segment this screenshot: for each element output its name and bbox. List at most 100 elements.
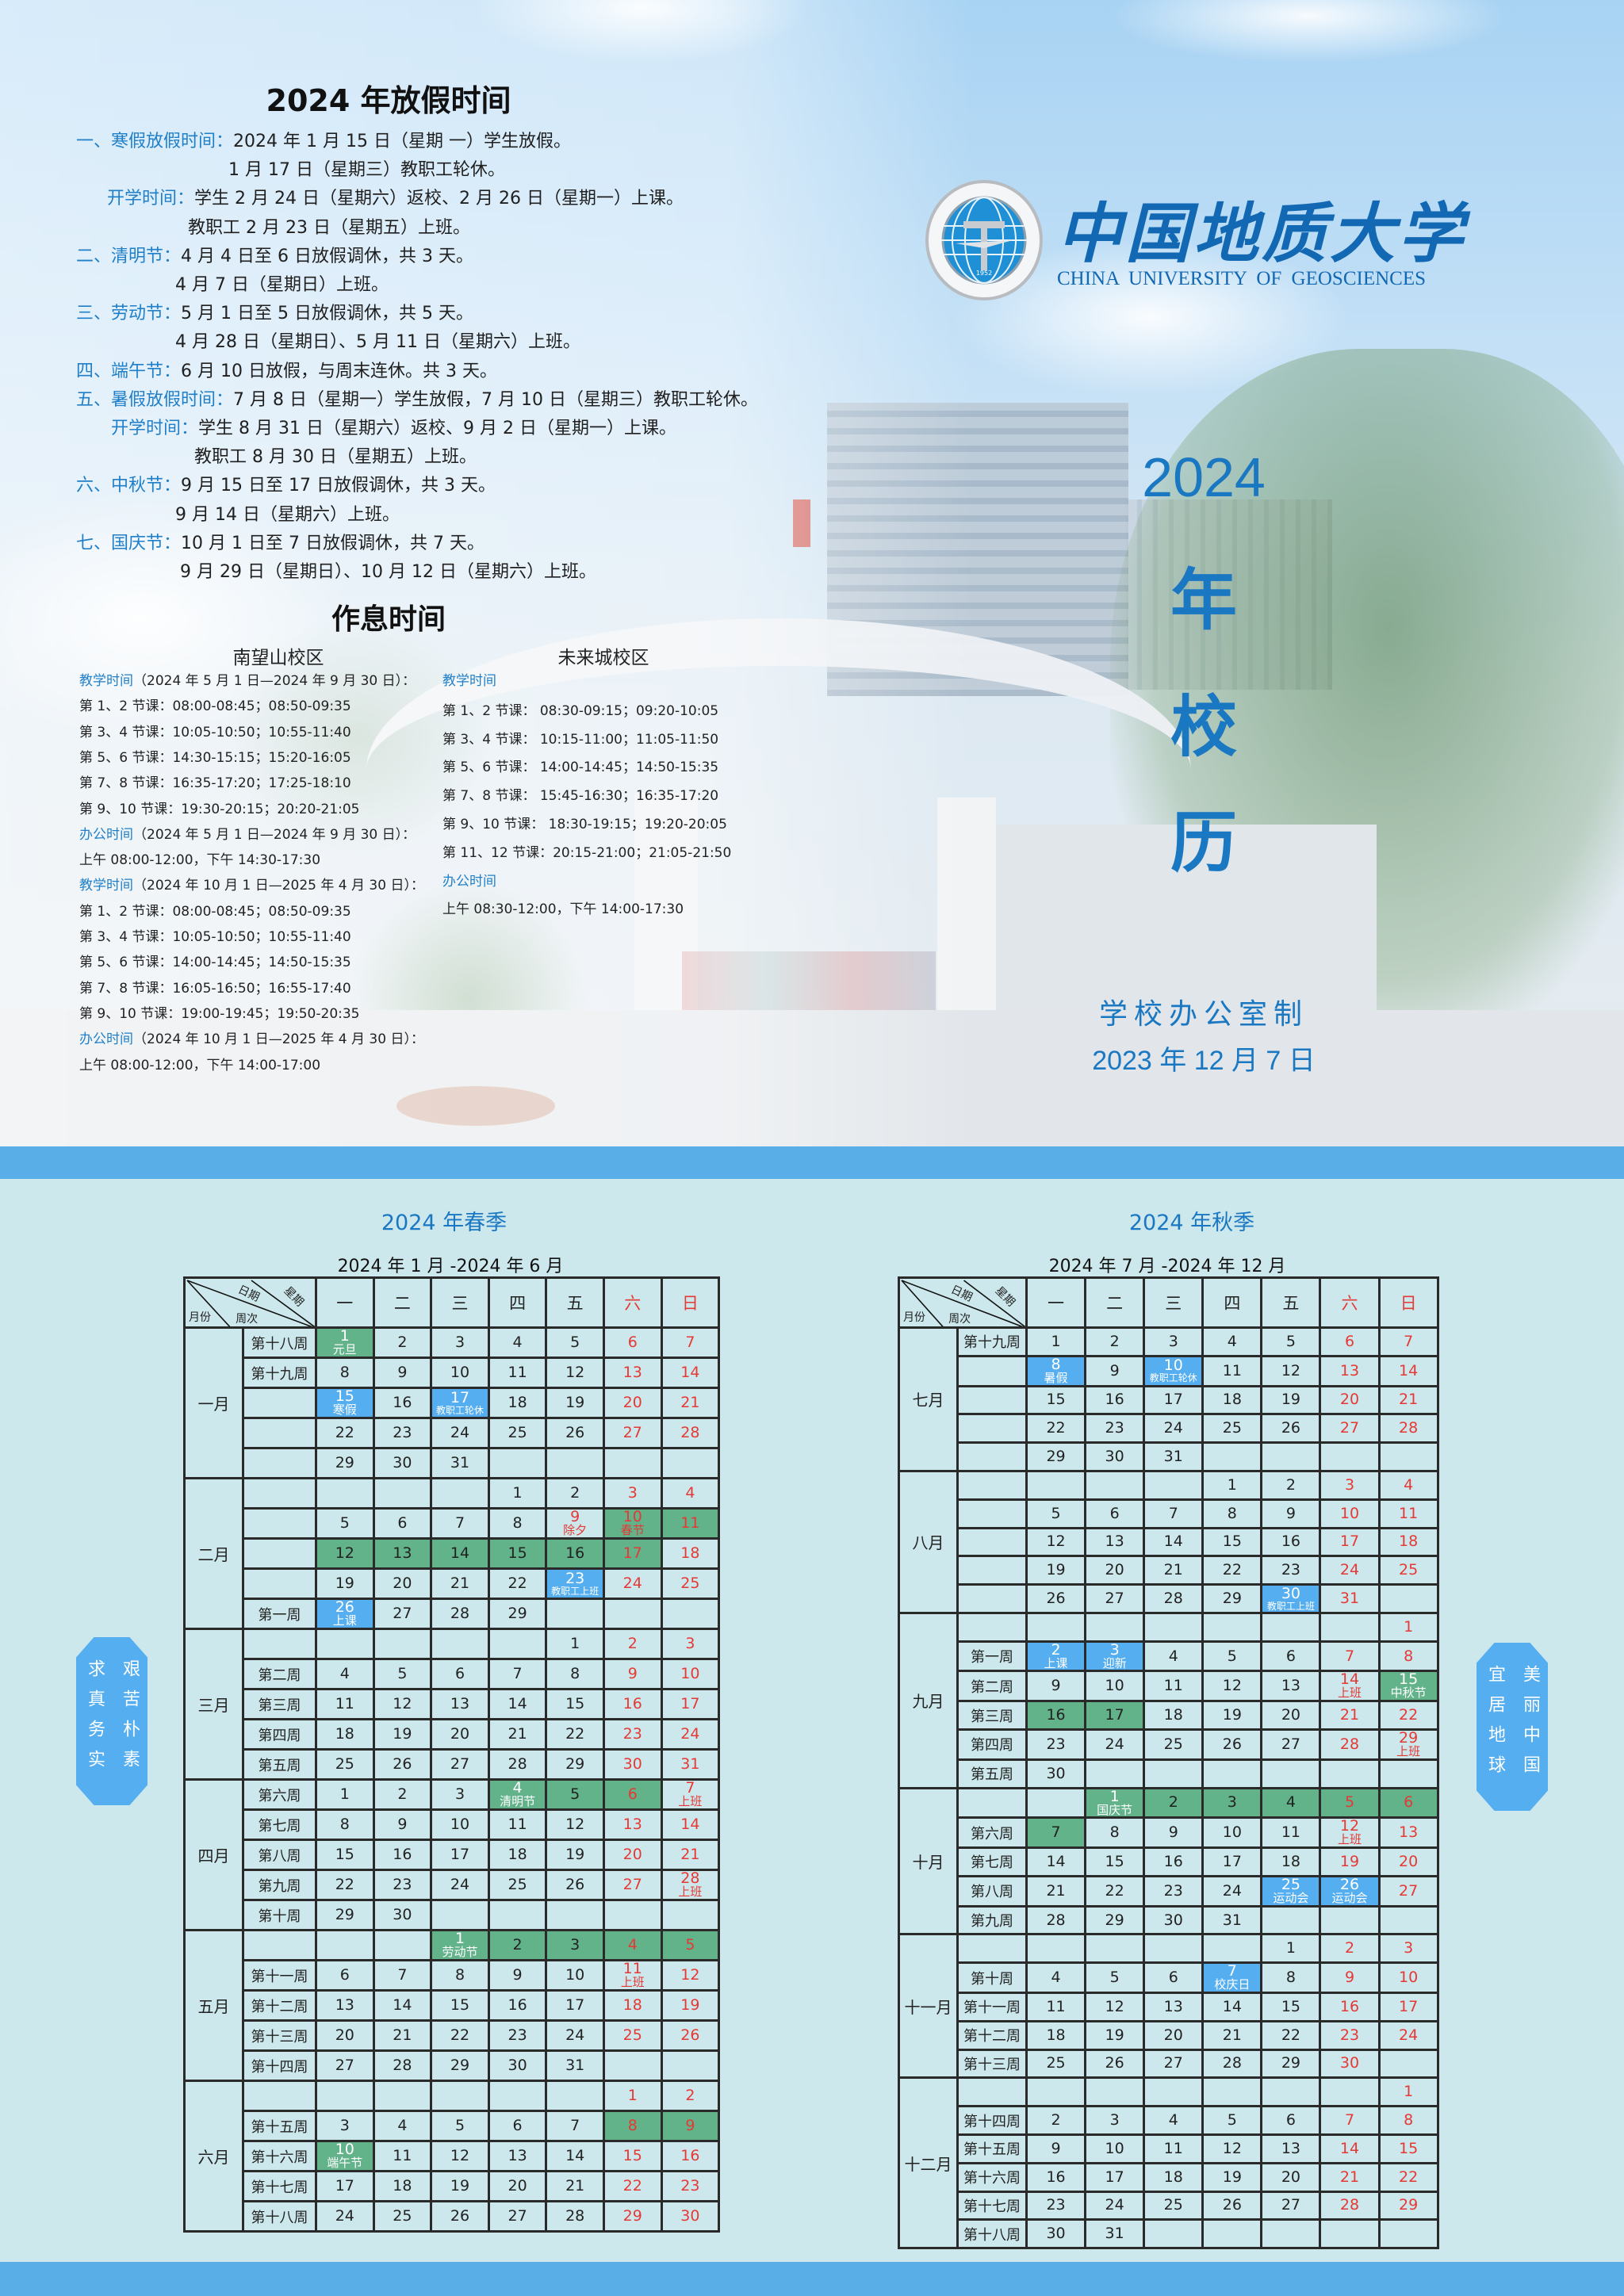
day-cell[interactable]: 16	[545, 1537, 605, 1570]
day-cell[interactable]: 11	[1201, 1354, 1263, 1387]
day-cell[interactable]: 20	[487, 2170, 548, 2202]
day-cell[interactable]: 3	[315, 2110, 375, 2142]
day-cell[interactable]: 7	[660, 1326, 721, 1359]
day-cell[interactable]: 20	[602, 1839, 663, 1871]
day-cell[interactable]: 4 清明节	[487, 1778, 548, 1811]
day-cell[interactable]: 2	[1260, 1469, 1322, 1501]
day-cell[interactable]: 8	[430, 1959, 490, 1992]
day-cell[interactable]: 21	[372, 2019, 433, 2052]
day-cell[interactable]: 1	[1377, 2076, 1439, 2108]
day-cell[interactable]: 25 运动会	[1260, 1874, 1322, 1908]
day-cell[interactable]: 30	[660, 2200, 721, 2233]
day-cell[interactable]: 14	[660, 1357, 721, 1389]
day-cell[interactable]: 1	[315, 1778, 375, 1811]
day-cell[interactable]: 20	[430, 1718, 490, 1751]
day-cell[interactable]: 13	[1377, 1816, 1439, 1850]
day-cell[interactable]: 21	[1377, 1384, 1439, 1416]
day-cell[interactable]: 18	[487, 1839, 548, 1871]
day-cell[interactable]: 3	[430, 1326, 490, 1359]
day-cell[interactable]: 20	[602, 1387, 663, 1419]
day-cell[interactable]: 2	[1319, 1933, 1381, 1965]
day-cell[interactable]: 4	[487, 1326, 548, 1359]
day-cell[interactable]: 19	[545, 1387, 605, 1419]
day-cell[interactable]: 12	[430, 2140, 490, 2172]
day-cell[interactable]: 1	[1260, 1933, 1322, 1965]
day-cell[interactable]: 29	[1377, 2190, 1439, 2221]
day-cell[interactable]: 1	[1025, 1326, 1087, 1357]
day-cell[interactable]: 3	[602, 1477, 663, 1510]
day-cell[interactable]: 17	[660, 1688, 721, 1720]
day-cell[interactable]: 25	[1025, 2048, 1087, 2080]
day-cell[interactable]: 12	[1260, 1354, 1322, 1387]
day-cell[interactable]: 23	[1143, 1874, 1205, 1908]
day-cell[interactable]: 17	[545, 1989, 605, 2022]
day-cell[interactable]: 12	[315, 1537, 375, 1570]
day-cell[interactable]: 10	[1201, 1816, 1263, 1850]
day-cell[interactable]: 3	[1084, 2105, 1146, 2136]
day-cell[interactable]: 27	[1084, 1583, 1146, 1614]
day-cell[interactable]: 18	[1025, 2019, 1087, 2051]
day-cell[interactable]: 5	[1319, 1786, 1381, 1820]
day-cell[interactable]: 2	[1025, 2105, 1087, 2136]
day-cell[interactable]: 19	[1201, 1700, 1263, 1732]
day-cell[interactable]: 28 上班	[660, 1869, 721, 1901]
day-cell[interactable]: 6	[602, 1326, 663, 1359]
day-cell[interactable]: 2 上课	[1025, 1640, 1087, 1673]
day-cell[interactable]: 11	[1143, 1670, 1205, 1703]
day-cell[interactable]: 8	[1260, 1961, 1322, 1994]
day-cell[interactable]: 15	[1260, 1991, 1322, 2022]
day-cell[interactable]: 22	[1260, 2019, 1322, 2051]
day-cell[interactable]: 1	[487, 1477, 548, 1510]
day-cell[interactable]: 30	[1084, 1441, 1146, 1472]
day-cell[interactable]: 3	[1319, 1469, 1381, 1501]
day-cell[interactable]: 6	[430, 1658, 490, 1690]
day-cell[interactable]: 28	[1319, 1728, 1381, 1761]
day-cell[interactable]: 3	[1143, 1326, 1205, 1357]
day-cell[interactable]: 2	[487, 1929, 548, 1961]
day-cell[interactable]: 18	[315, 1718, 375, 1751]
day-cell[interactable]: 16	[372, 1839, 433, 1871]
day-cell[interactable]: 4	[1377, 1469, 1439, 1501]
day-cell[interactable]: 29	[602, 2200, 663, 2233]
day-cell[interactable]: 15 寒假	[315, 1387, 375, 1419]
day-cell[interactable]: 7	[1143, 1498, 1205, 1529]
day-cell[interactable]: 7	[1025, 1816, 1087, 1850]
day-cell[interactable]: 5	[660, 1929, 721, 1961]
day-cell[interactable]: 21	[1143, 1555, 1205, 1586]
day-cell[interactable]: 13	[602, 1808, 663, 1841]
day-cell[interactable]: 10 教职工轮休	[1143, 1354, 1205, 1387]
day-cell[interactable]: 9	[487, 1959, 548, 1992]
day-cell[interactable]: 15	[487, 1537, 548, 1570]
day-cell[interactable]: 19	[430, 2170, 490, 2202]
day-cell[interactable]: 10	[1319, 1498, 1381, 1529]
day-cell[interactable]: 20	[372, 1567, 433, 1600]
day-cell[interactable]: 22	[430, 2019, 490, 2052]
day-cell[interactable]: 6	[1260, 2105, 1322, 2136]
day-cell[interactable]: 7	[372, 1959, 433, 1992]
day-cell[interactable]: 10 春节	[602, 1507, 663, 1540]
day-cell[interactable]: 18	[1201, 1384, 1263, 1416]
day-cell[interactable]: 18	[487, 1387, 548, 1419]
day-cell[interactable]: 31	[545, 2049, 605, 2082]
day-cell[interactable]: 29	[545, 1748, 605, 1781]
day-cell[interactable]: 24	[1084, 1728, 1146, 1761]
day-cell[interactable]: 6	[602, 1778, 663, 1811]
day-cell[interactable]: 24	[545, 2019, 605, 2052]
day-cell[interactable]: 8	[602, 2110, 663, 2142]
day-cell[interactable]: 8 暑假	[1025, 1354, 1087, 1387]
day-cell[interactable]: 3 迎新	[1084, 1640, 1146, 1673]
day-cell[interactable]: 10	[545, 1959, 605, 1992]
day-cell[interactable]: 5	[372, 1658, 433, 1690]
day-cell[interactable]: 7	[430, 1507, 490, 1540]
day-cell[interactable]: 25	[487, 1417, 548, 1449]
day-cell[interactable]: 20	[315, 2019, 375, 2052]
day-cell[interactable]: 30	[372, 1447, 433, 1479]
day-cell[interactable]: 22	[315, 1869, 375, 1901]
day-cell[interactable]: 1	[602, 2080, 663, 2112]
day-cell[interactable]: 20	[1143, 2019, 1205, 2051]
day-cell[interactable]: 10	[430, 1808, 490, 1841]
day-cell[interactable]: 28	[1143, 1583, 1205, 1614]
day-cell[interactable]: 6	[315, 1959, 375, 1992]
day-cell[interactable]: 22	[487, 1567, 548, 1600]
day-cell[interactable]: 2	[1084, 1326, 1146, 1357]
